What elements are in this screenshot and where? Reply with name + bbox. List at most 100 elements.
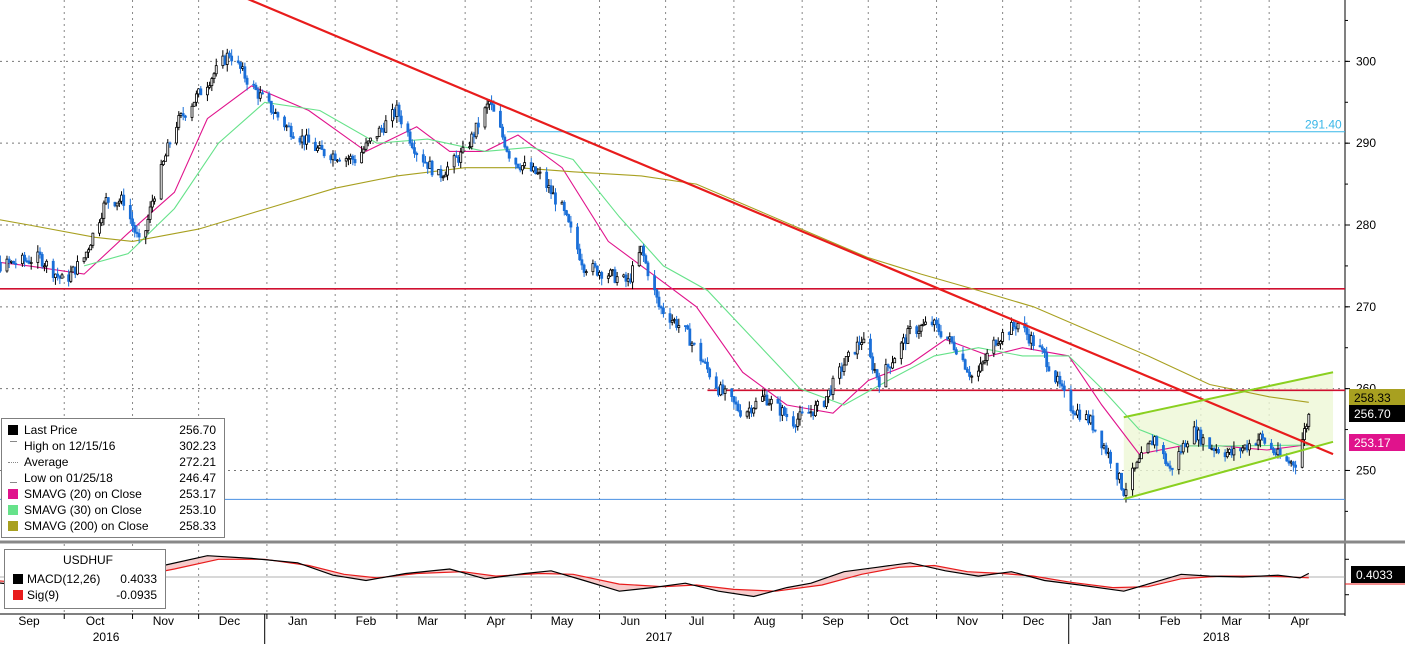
price-candle <box>254 84 258 90</box>
price-candle <box>150 200 154 208</box>
macd-line <box>0 555 1310 598</box>
price-candle <box>175 126 178 144</box>
price-candle <box>754 400 758 409</box>
price-candle <box>981 361 985 365</box>
x-month-label: Dec <box>219 614 240 628</box>
price-candle <box>1062 385 1066 391</box>
price-candle <box>439 168 443 178</box>
price-candle <box>122 194 126 206</box>
price-candle <box>598 272 601 276</box>
price-candle <box>785 413 789 418</box>
x-year-label: 2017 <box>646 630 673 644</box>
price-candle <box>794 425 797 428</box>
price-candle <box>487 101 491 105</box>
price-candle <box>452 155 456 168</box>
price-candle <box>1124 489 1128 496</box>
price-candle <box>413 147 416 154</box>
price-candle <box>858 341 861 345</box>
price-candle <box>688 328 692 346</box>
legend-value: 256.70 <box>179 423 216 437</box>
price-candle <box>241 66 245 69</box>
price-candle <box>769 398 773 405</box>
price-candle <box>1162 445 1165 455</box>
price-candle <box>69 271 73 282</box>
price-candle <box>375 136 379 139</box>
price-candle <box>38 251 42 255</box>
x-month-label: Oct <box>890 614 909 628</box>
price-candle <box>84 251 88 259</box>
legend-row: MACD(12,26) 0.4033 <box>5 571 165 587</box>
price-candle <box>1117 472 1121 480</box>
price-candle <box>1276 448 1280 456</box>
price-candle <box>106 197 110 203</box>
price-candle <box>369 137 372 142</box>
price-candle <box>1243 444 1247 449</box>
price-candle <box>287 125 291 128</box>
price-candle <box>811 411 815 417</box>
price-candle <box>565 210 568 216</box>
legend-value: -0.0935 <box>116 588 157 602</box>
price-candle <box>1208 437 1212 449</box>
price-candle <box>628 278 632 283</box>
price-candle <box>391 109 394 122</box>
price-candle <box>261 92 264 95</box>
price-candle <box>827 389 831 398</box>
price-candle <box>547 185 551 189</box>
price-candle <box>1151 440 1154 446</box>
price-candle <box>1254 443 1258 446</box>
x-month-label: Sep <box>18 614 40 628</box>
price-candle <box>611 269 615 272</box>
price-candle <box>807 411 811 414</box>
price-candle <box>714 376 718 389</box>
price-candle <box>622 274 626 278</box>
price-candle <box>1228 448 1231 453</box>
price-candle <box>875 369 879 378</box>
legend-swatch <box>8 505 18 515</box>
price-candle <box>580 259 584 266</box>
y-tick-label: 280 <box>1356 218 1376 232</box>
price-candle <box>430 160 434 176</box>
price-candle <box>937 323 941 333</box>
legend-label: Low on 01/25/18 <box>24 471 113 485</box>
price-candle <box>285 125 289 128</box>
price-candle <box>642 245 645 257</box>
legend-label: SMAVG (30) on Close <box>24 503 142 517</box>
legend-row: Low on 01/25/18 246.47 <box>2 470 224 486</box>
price-candle <box>1032 335 1035 346</box>
price-candle <box>135 231 139 234</box>
price-candle <box>932 319 936 326</box>
price-candle <box>366 140 370 144</box>
price-candle <box>1089 415 1093 424</box>
price-candle <box>1100 430 1104 449</box>
price-candle <box>1076 409 1079 416</box>
price-candle <box>1164 453 1168 465</box>
price-candle <box>521 165 524 171</box>
price-candle <box>888 366 892 369</box>
x-month-label: Feb <box>1160 614 1181 628</box>
price-candle <box>399 115 403 125</box>
price-candle <box>1084 414 1088 420</box>
price-candle <box>1225 452 1229 458</box>
value-tag-bg <box>1349 434 1405 451</box>
price-candle <box>677 325 681 328</box>
price-candle <box>915 326 919 334</box>
price-candle <box>1256 439 1260 446</box>
price-candle <box>12 260 15 264</box>
price-candle <box>968 371 971 377</box>
price-candle <box>1197 429 1201 441</box>
price-candle <box>474 122 478 138</box>
price-candle <box>1043 348 1046 354</box>
price-candle <box>690 342 694 346</box>
price-candle <box>1263 437 1267 444</box>
price-candle <box>657 296 661 308</box>
price-candle <box>60 274 64 279</box>
price-candle <box>813 404 817 417</box>
price-candle <box>822 401 826 407</box>
price-candle <box>783 407 786 415</box>
price-candle <box>1291 461 1295 466</box>
price-candle <box>985 352 989 361</box>
price-candle <box>120 194 123 202</box>
price-candle <box>410 142 414 149</box>
price-candle <box>653 275 656 291</box>
price-candle <box>45 260 49 267</box>
